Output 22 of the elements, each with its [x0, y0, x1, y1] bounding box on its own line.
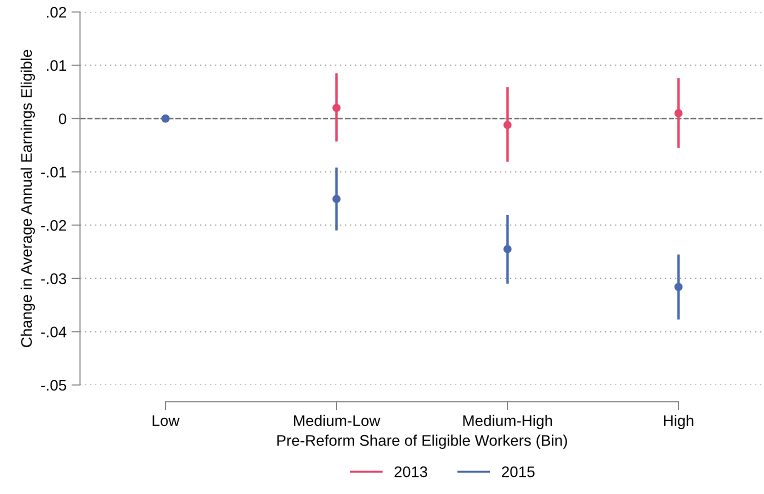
y-tick-label: -.02 — [41, 220, 66, 231]
point — [674, 282, 683, 292]
y-tick-label: -.03 — [41, 273, 66, 284]
x-tick-label: Low — [152, 415, 180, 426]
legend-label: 2013 — [394, 466, 428, 478]
point — [674, 109, 683, 118]
y-tick-label: -.01 — [41, 166, 66, 178]
x-tick-label: Medium-Low — [294, 414, 380, 426]
point — [332, 104, 341, 112]
y-tick-label: .02 — [46, 6, 66, 18]
point — [503, 120, 512, 130]
y-tick-label: .01 — [46, 60, 66, 71]
point — [503, 245, 512, 254]
y-tick-label: 0 — [58, 113, 66, 124]
point — [332, 194, 341, 204]
legend-label: 2015 — [502, 466, 535, 478]
x-tick-label: High — [664, 414, 694, 430]
y-axis-title: Change in Average Annual Earnings Eligible — [20, 50, 35, 348]
x-tick-label: Medium-High — [463, 414, 552, 430]
x-axis-title: Pre-Reform Share of Eligible Workers (Bin) — [277, 434, 567, 449]
y-tick-label: -.04 — [41, 326, 66, 338]
y-tick-label: -.05 — [41, 380, 66, 391]
